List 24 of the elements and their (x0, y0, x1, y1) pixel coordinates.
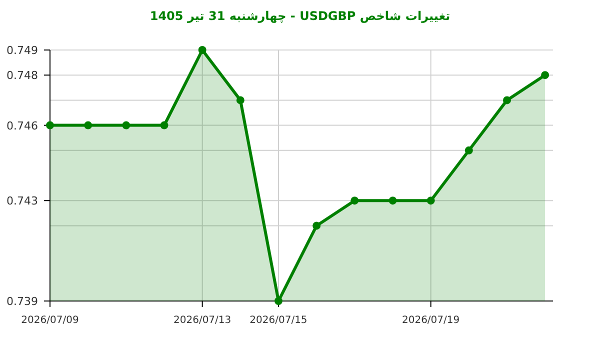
y-tick-label: 0.739 (6, 295, 38, 308)
point (198, 46, 206, 54)
point (122, 121, 130, 130)
y-tick-label: 0.743 (6, 194, 38, 208)
point (502, 96, 511, 104)
point (388, 196, 397, 205)
x-tick-label: 2026/07/15 (250, 315, 308, 326)
y-tick-label: 0.746 (6, 119, 38, 132)
point (350, 196, 359, 205)
point (160, 121, 168, 130)
x-tick-label: 2026/07/09 (21, 315, 79, 326)
y-tick-label: 0.749 (6, 44, 38, 57)
x-tick-label: 2026/07/19 (402, 315, 460, 326)
point (464, 146, 473, 154)
point (541, 71, 550, 80)
point (46, 121, 54, 130)
point (312, 222, 321, 230)
point (84, 121, 92, 130)
point (274, 297, 282, 305)
x-tick-label: 2026/07/13 (174, 315, 232, 326)
chart-title: تغییرات شاخص USDGBP - چهارشنبه 31 تیر 1405 (150, 9, 450, 23)
y-tick-label: 0.748 (6, 69, 38, 82)
point (426, 196, 435, 205)
point (236, 96, 244, 104)
